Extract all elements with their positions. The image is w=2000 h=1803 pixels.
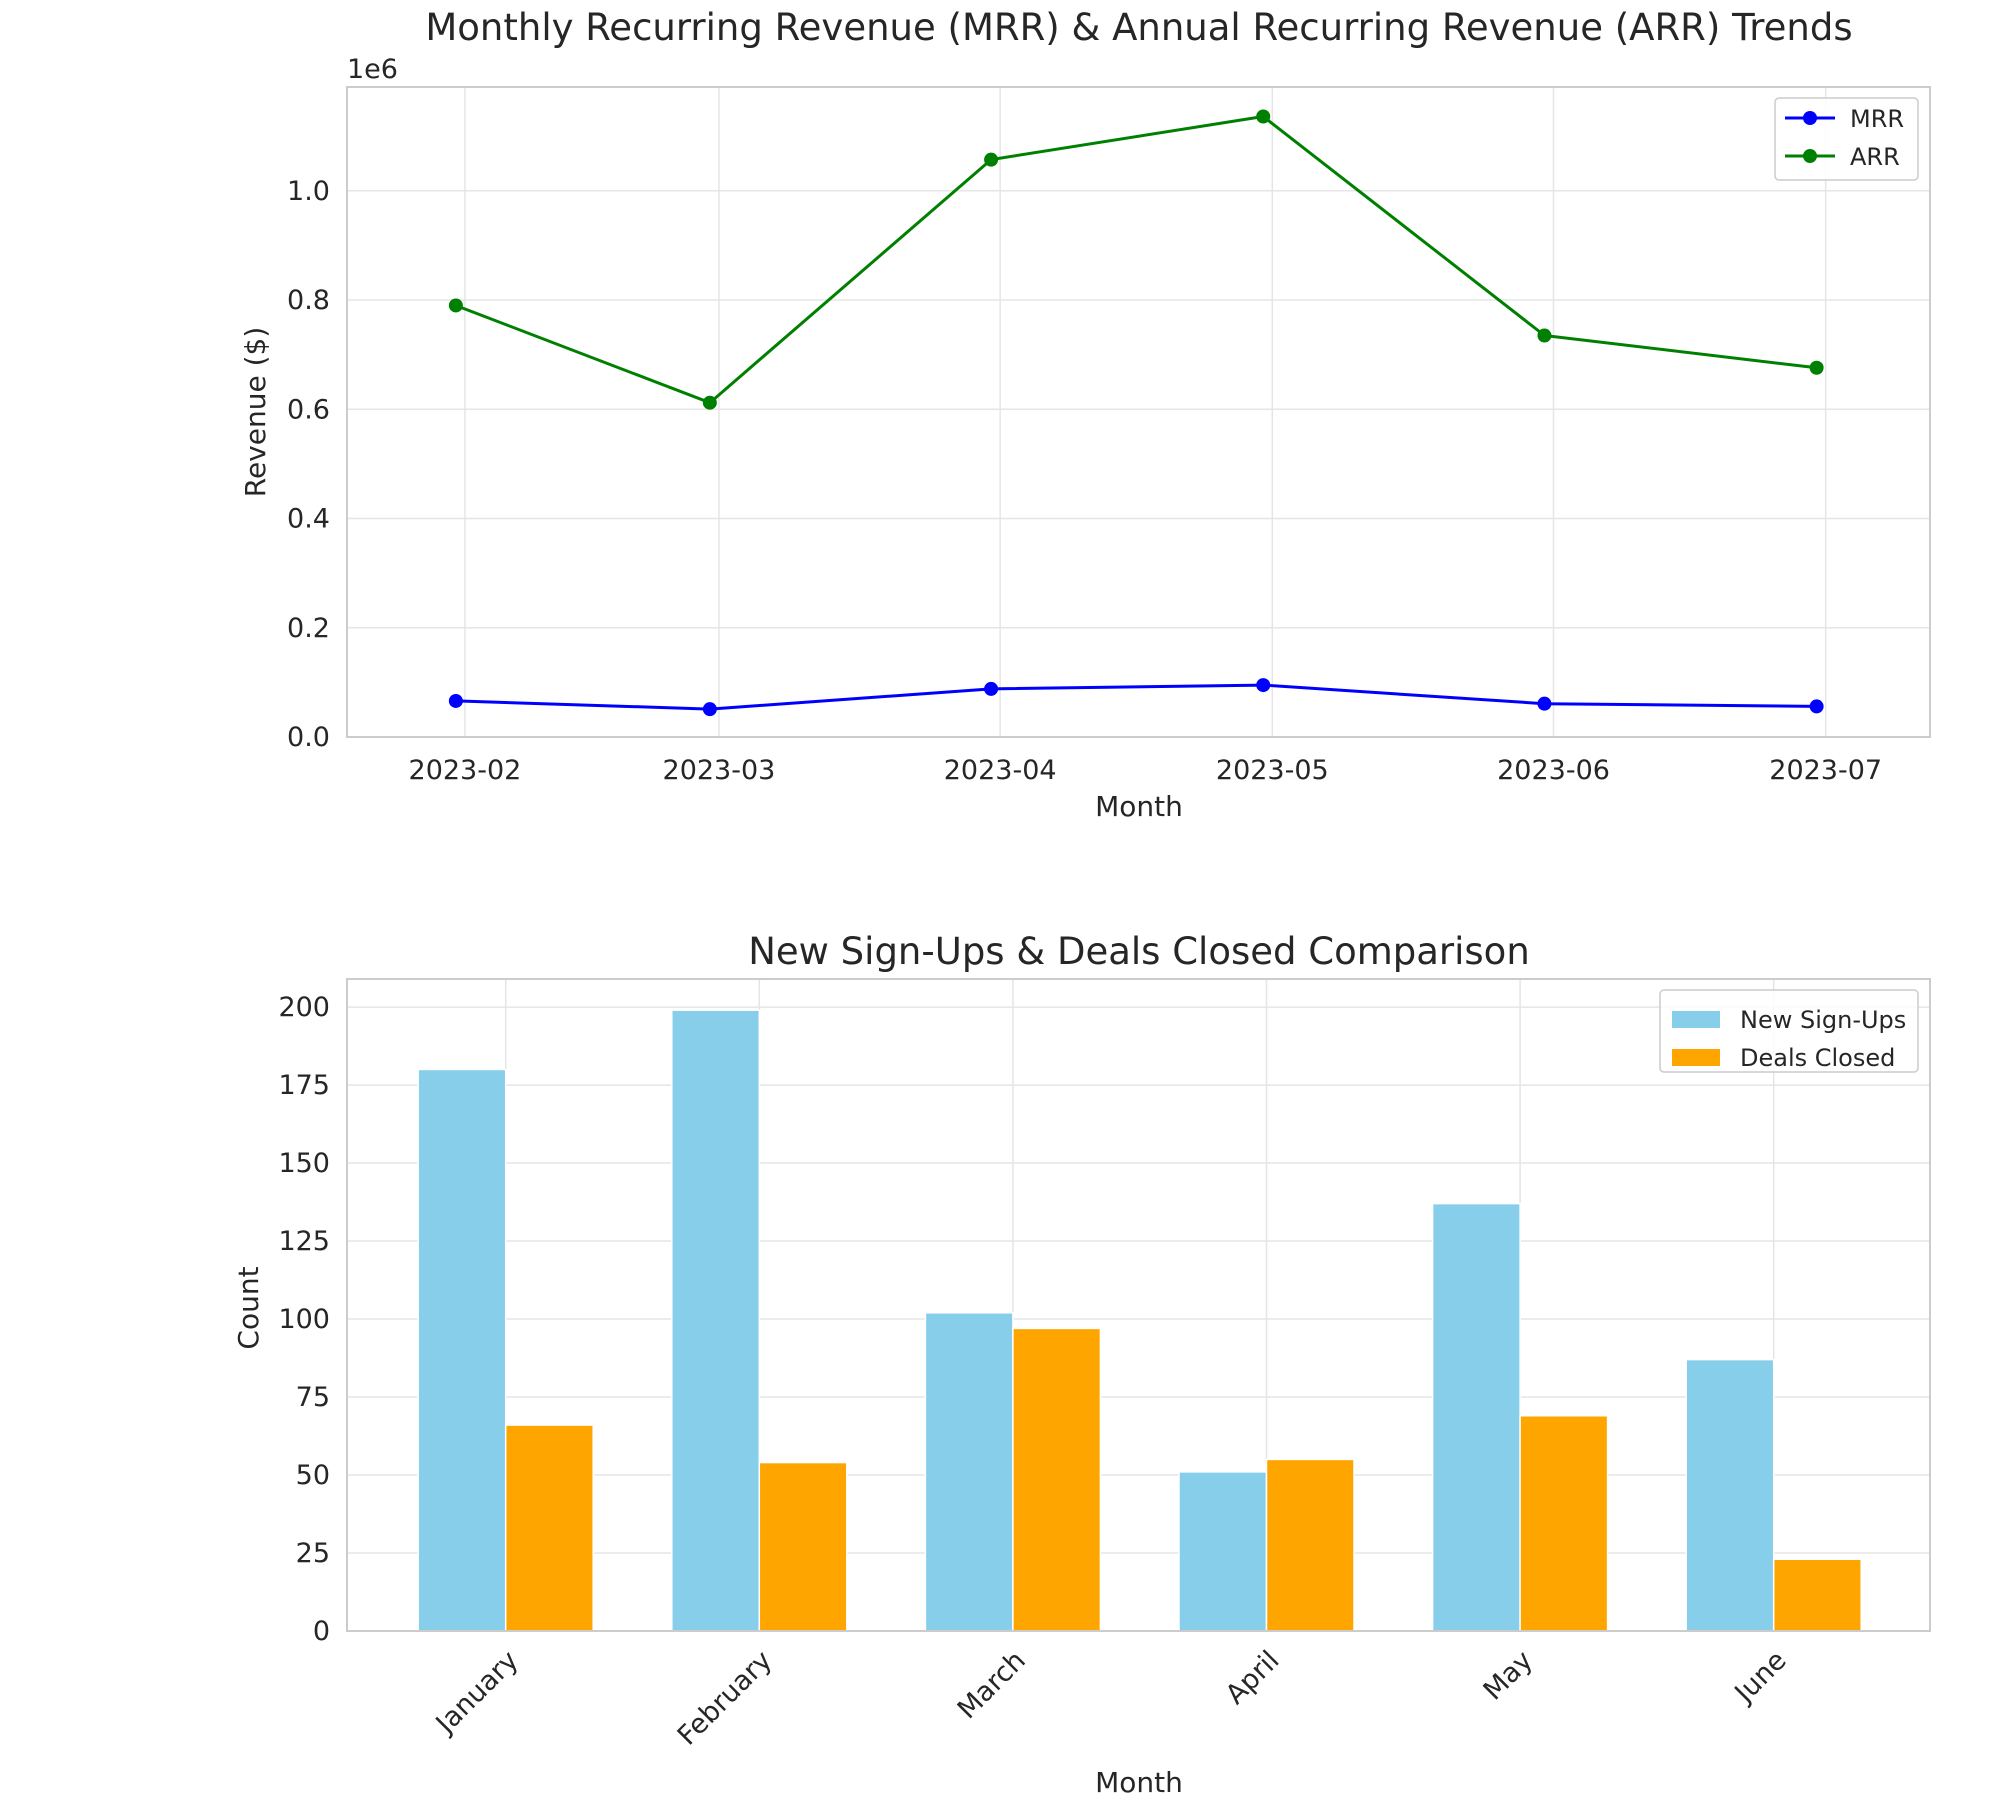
deals-closed-bar (1012, 1327, 1102, 1632)
legend-deals-closed-label: Deals Closed (1740, 1044, 1895, 1072)
legend-deals-closed-swatch (1672, 1049, 1720, 1066)
arr-line (455, 115, 1817, 405)
line-chart-x-tick-label: 2023-02 (409, 755, 522, 786)
arr-point (1256, 109, 1271, 124)
bar-chart-x-axis-label: Month (1095, 1766, 1183, 1799)
line-chart-frame (346, 86, 1931, 738)
line-chart-y-tick-label: 0.2 (287, 613, 330, 644)
line-chart-legend: MRR ARR (1774, 97, 1919, 181)
bar-chart-legend-box (1659, 989, 1919, 1073)
mrr-point (702, 702, 717, 717)
arr-point (1537, 328, 1552, 343)
new-sign-ups-bar (1431, 1202, 1521, 1632)
line-chart-series (448, 109, 1824, 717)
mrr-point (1537, 696, 1552, 711)
line-chart-x-tick-label: 2023-06 (1497, 755, 1610, 786)
bar-chart-y-tick-label: 150 (278, 1148, 330, 1179)
arr-point (702, 395, 717, 410)
bar-chart-y-tick-label: 125 (278, 1226, 330, 1257)
bar-chart-plot-area (347, 979, 1930, 1631)
deals-closed-bar (504, 1424, 594, 1632)
legend-mrr-label: MRR (1850, 105, 1904, 133)
new-sign-ups-bar (671, 1009, 761, 1632)
deals-closed-bar (1772, 1558, 1862, 1632)
line-chart-y-tick-label: 0.4 (287, 504, 330, 535)
bar-chart-y-axis-label: Count (232, 1266, 265, 1349)
line-chart-x-tick-label: 2023-03 (663, 755, 776, 786)
line-chart-offset-label: 1e6 (347, 54, 398, 85)
bar-chart-y-tick-label: 0 (313, 1616, 330, 1647)
line-chart-x-tick-label: 2023-04 (944, 755, 1057, 786)
deals-closed-bar (1519, 1414, 1609, 1632)
line-chart-x-ticks: 2023-02 2023-03 2023-04 2023-05 2023-06 2023-… (409, 755, 1883, 786)
mrr-point (1809, 699, 1824, 714)
line-chart-x-tick-label: 2023-05 (1216, 755, 1329, 786)
legend-new-sign-ups-label: New Sign-Ups (1740, 1006, 1906, 1034)
line-chart-y-tick-label: 0.0 (287, 722, 330, 753)
line-chart-title: Monthly Recurring Revenue (MRR) & Annual… (425, 6, 1852, 49)
new-sign-ups-bar (1685, 1358, 1775, 1632)
bar-chart-frame (346, 978, 1931, 1632)
line-chart-y-axis-label: Revenue ($) (239, 327, 272, 498)
line-chart-x-tick-label: 2023-07 (1769, 755, 1882, 786)
arr-point (984, 152, 999, 167)
deals-closed-bar (1265, 1458, 1355, 1632)
line-chart-x-axis-label: Month (1095, 790, 1183, 823)
line-chart-y-tick-label: 0.8 (287, 285, 330, 316)
legend-arr-marker (1803, 149, 1817, 163)
bar-chart-y-ticks: 0 25 50 75 100 125 150 175 200 (278, 992, 330, 1647)
bar-chart-y-tick-label: 175 (278, 1070, 330, 1101)
bar-chart-title: New Sign-Ups & Deals Closed Comparison (748, 930, 1530, 973)
mrr-point (984, 681, 999, 696)
bar-chart-y-tick-label: 25 (296, 1538, 330, 1569)
bar-chart: New Sign-Ups & Deals Closed Comparison J… (232, 930, 1931, 1799)
bar-chart-y-tick-label: 75 (296, 1382, 330, 1413)
new-sign-ups-bar (924, 1312, 1014, 1632)
legend-arr-label: ARR (1850, 143, 1900, 171)
bar-chart-legend: New Sign-Ups Deals Closed (1659, 989, 1919, 1073)
line-chart-y-tick-label: 1.0 (287, 176, 330, 207)
new-sign-ups-bar (1178, 1471, 1268, 1632)
line-chart-plot-area (347, 87, 1930, 737)
line-chart-y-ticks: 0.0 0.2 0.4 0.6 0.8 1.0 (287, 176, 330, 753)
mrr-line (455, 683, 1817, 711)
deals-closed-bar (758, 1461, 848, 1632)
bar-chart-bars (417, 1009, 1862, 1632)
new-sign-ups-bar (417, 1068, 507, 1632)
arr-point (1809, 360, 1824, 375)
bar-chart-y-tick-label: 100 (278, 1304, 330, 1335)
line-chart-y-tick-label: 0.6 (287, 394, 330, 425)
bar-chart-y-tick-label: 200 (278, 992, 330, 1023)
line-chart: Monthly Recurring Revenue (MRR) & Annual… (239, 6, 1931, 823)
legend-mrr-marker (1803, 111, 1817, 125)
legend-new-sign-ups-swatch (1672, 1011, 1720, 1028)
mrr-point (1256, 678, 1271, 693)
mrr-point (448, 693, 463, 708)
bar-chart-y-tick-label: 50 (296, 1460, 330, 1491)
arr-point (448, 298, 463, 313)
